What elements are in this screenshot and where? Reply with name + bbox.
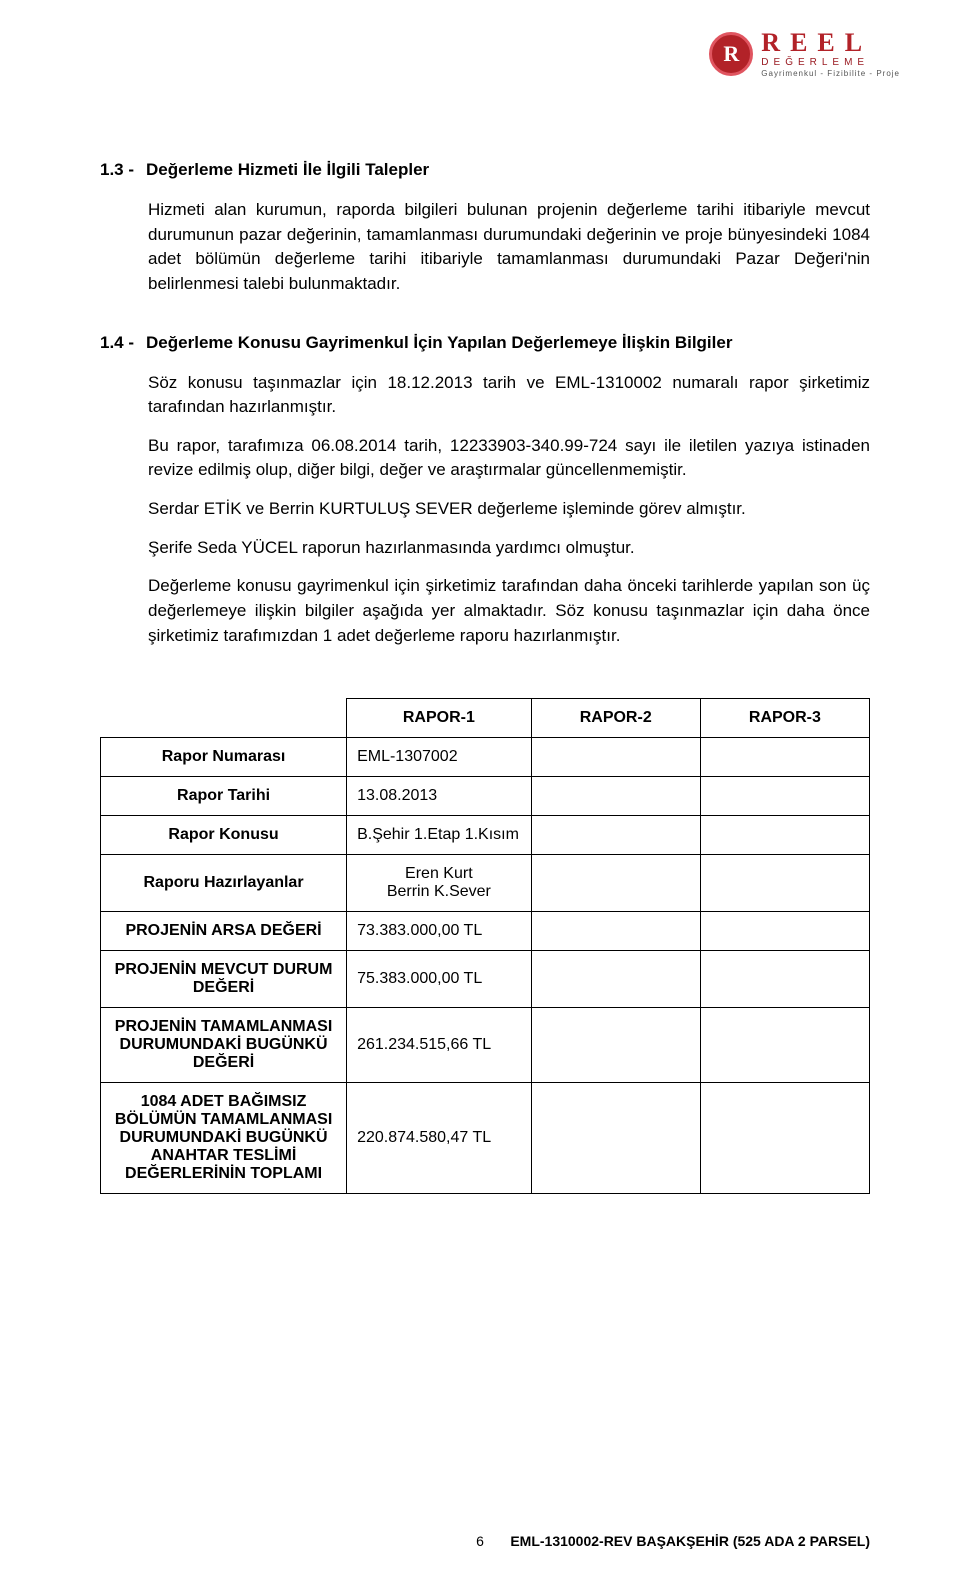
- cell-value: [700, 1008, 869, 1083]
- row-label: PROJENİN TAMAMLANMASI DURUMUNDAKİ BUGÜNK…: [101, 1008, 347, 1083]
- cell-value: [531, 951, 700, 1008]
- row-label: PROJENİN MEVCUT DURUM DEĞERİ: [101, 951, 347, 1008]
- cell-value: 220.874.580,47 TL: [347, 1083, 532, 1194]
- section-title: Değerleme Hizmeti İle İlgili Talepler: [146, 160, 429, 180]
- logo-text: REEL DEĞERLEME Gayrimenkul - Fizibilite …: [761, 30, 900, 78]
- table-row: Raporu Hazırlayanlar Eren Kurt Berrin K.…: [101, 855, 870, 912]
- row-label: Rapor Konusu: [101, 816, 347, 855]
- cell-value: 261.234.515,66 TL: [347, 1008, 532, 1083]
- section-1-3-body: Hizmeti alan kurumun, raporda bilgileri …: [148, 198, 870, 297]
- cell-value: 75.383.000,00 TL: [347, 951, 532, 1008]
- cell-value: [700, 951, 869, 1008]
- cell-value: [700, 855, 869, 912]
- cell-value: [700, 912, 869, 951]
- cell-value: [531, 777, 700, 816]
- cell-value: [531, 1008, 700, 1083]
- logo-subtitle: DEĞERLEME: [761, 58, 900, 68]
- row-label: Rapor Numarası: [101, 738, 347, 777]
- footer-reference: EML-1310002-REV BAŞAKŞEHİR (525 ADA 2 PA…: [510, 1533, 870, 1549]
- cell-value: Eren Kurt Berrin K.Sever: [347, 855, 532, 912]
- section-title: Değerleme Konusu Gayrimenkul İçin Yapıla…: [146, 333, 732, 353]
- section-1-4-heading: 1.4 - Değerleme Konusu Gayrimenkul İçin …: [100, 333, 870, 353]
- col-header-rapor1: RAPOR-1: [347, 699, 532, 738]
- cell-value: [700, 738, 869, 777]
- cell-value: [531, 816, 700, 855]
- page-footer: 6 EML-1310002-REV BAŞAKŞEHİR (525 ADA 2 …: [0, 1533, 960, 1549]
- section-1-4-para5: Değerleme konusu gayrimenkul için şirket…: [148, 574, 870, 648]
- table-corner: [101, 699, 347, 738]
- section-1-4-para2: Bu rapor, tarafımıza 06.08.2014 tarih, 1…: [148, 434, 870, 483]
- cell-value: EML-1307002: [347, 738, 532, 777]
- cell-value: [700, 1083, 869, 1194]
- row-label: PROJENİN ARSA DEĞERİ: [101, 912, 347, 951]
- cell-value: [531, 855, 700, 912]
- table-row: Rapor Numarası EML-1307002: [101, 738, 870, 777]
- table-row: PROJENİN MEVCUT DURUM DEĞERİ 75.383.000,…: [101, 951, 870, 1008]
- cell-value: 13.08.2013: [347, 777, 532, 816]
- logo-brand: REEL: [761, 30, 900, 56]
- brand-logo: R REEL DEĞERLEME Gayrimenkul - Fizibilit…: [709, 30, 900, 78]
- table-header-row: RAPOR-1 RAPOR-2 RAPOR-3: [101, 699, 870, 738]
- section-1-4-para4: Şerife Seda YÜCEL raporun hazırlanmasınd…: [148, 536, 870, 561]
- table-row: PROJENİN TAMAMLANMASI DURUMUNDAKİ BUGÜNK…: [101, 1008, 870, 1083]
- col-header-rapor3: RAPOR-3: [700, 699, 869, 738]
- row-label: Rapor Tarihi: [101, 777, 347, 816]
- reports-table: RAPOR-1 RAPOR-2 RAPOR-3 Rapor Numarası E…: [100, 698, 870, 1194]
- cell-value: [531, 912, 700, 951]
- cell-value: [700, 777, 869, 816]
- logo-tagline: Gayrimenkul - Fizibilite - Proje: [761, 70, 900, 78]
- table-row: Rapor Tarihi 13.08.2013: [101, 777, 870, 816]
- col-header-rapor2: RAPOR-2: [531, 699, 700, 738]
- section-1-4-para3: Serdar ETİK ve Berrin KURTULUŞ SEVER değ…: [148, 497, 870, 522]
- table-row: 1084 ADET BAĞIMSIZ BÖLÜMÜN TAMAMLANMASI …: [101, 1083, 870, 1194]
- section-1-4-body: Söz konusu taşınmazlar için 18.12.2013 t…: [148, 371, 870, 649]
- row-label: Raporu Hazırlayanlar: [101, 855, 347, 912]
- page-content: 1.3 - Değerleme Hizmeti İle İlgili Talep…: [0, 0, 960, 1254]
- row-label: 1084 ADET BAĞIMSIZ BÖLÜMÜN TAMAMLANMASI …: [101, 1083, 347, 1194]
- logo-badge-icon: R: [709, 32, 753, 76]
- cell-value: B.Şehir 1.Etap 1.Kısım: [347, 816, 532, 855]
- cell-value: [700, 816, 869, 855]
- table-row: Rapor Konusu B.Şehir 1.Etap 1.Kısım: [101, 816, 870, 855]
- cell-value: 73.383.000,00 TL: [347, 912, 532, 951]
- reports-table-wrap: RAPOR-1 RAPOR-2 RAPOR-3 Rapor Numarası E…: [100, 698, 870, 1194]
- section-1-4-para1: Söz konusu taşınmazlar için 18.12.2013 t…: [148, 371, 870, 420]
- page-number: 6: [476, 1533, 484, 1549]
- section-1-3-heading: 1.3 - Değerleme Hizmeti İle İlgili Talep…: [100, 160, 870, 180]
- section-number: 1.4 -: [100, 333, 134, 353]
- section-number: 1.3 -: [100, 160, 134, 180]
- table-row: PROJENİN ARSA DEĞERİ 73.383.000,00 TL: [101, 912, 870, 951]
- cell-value: [531, 1083, 700, 1194]
- cell-value: [531, 738, 700, 777]
